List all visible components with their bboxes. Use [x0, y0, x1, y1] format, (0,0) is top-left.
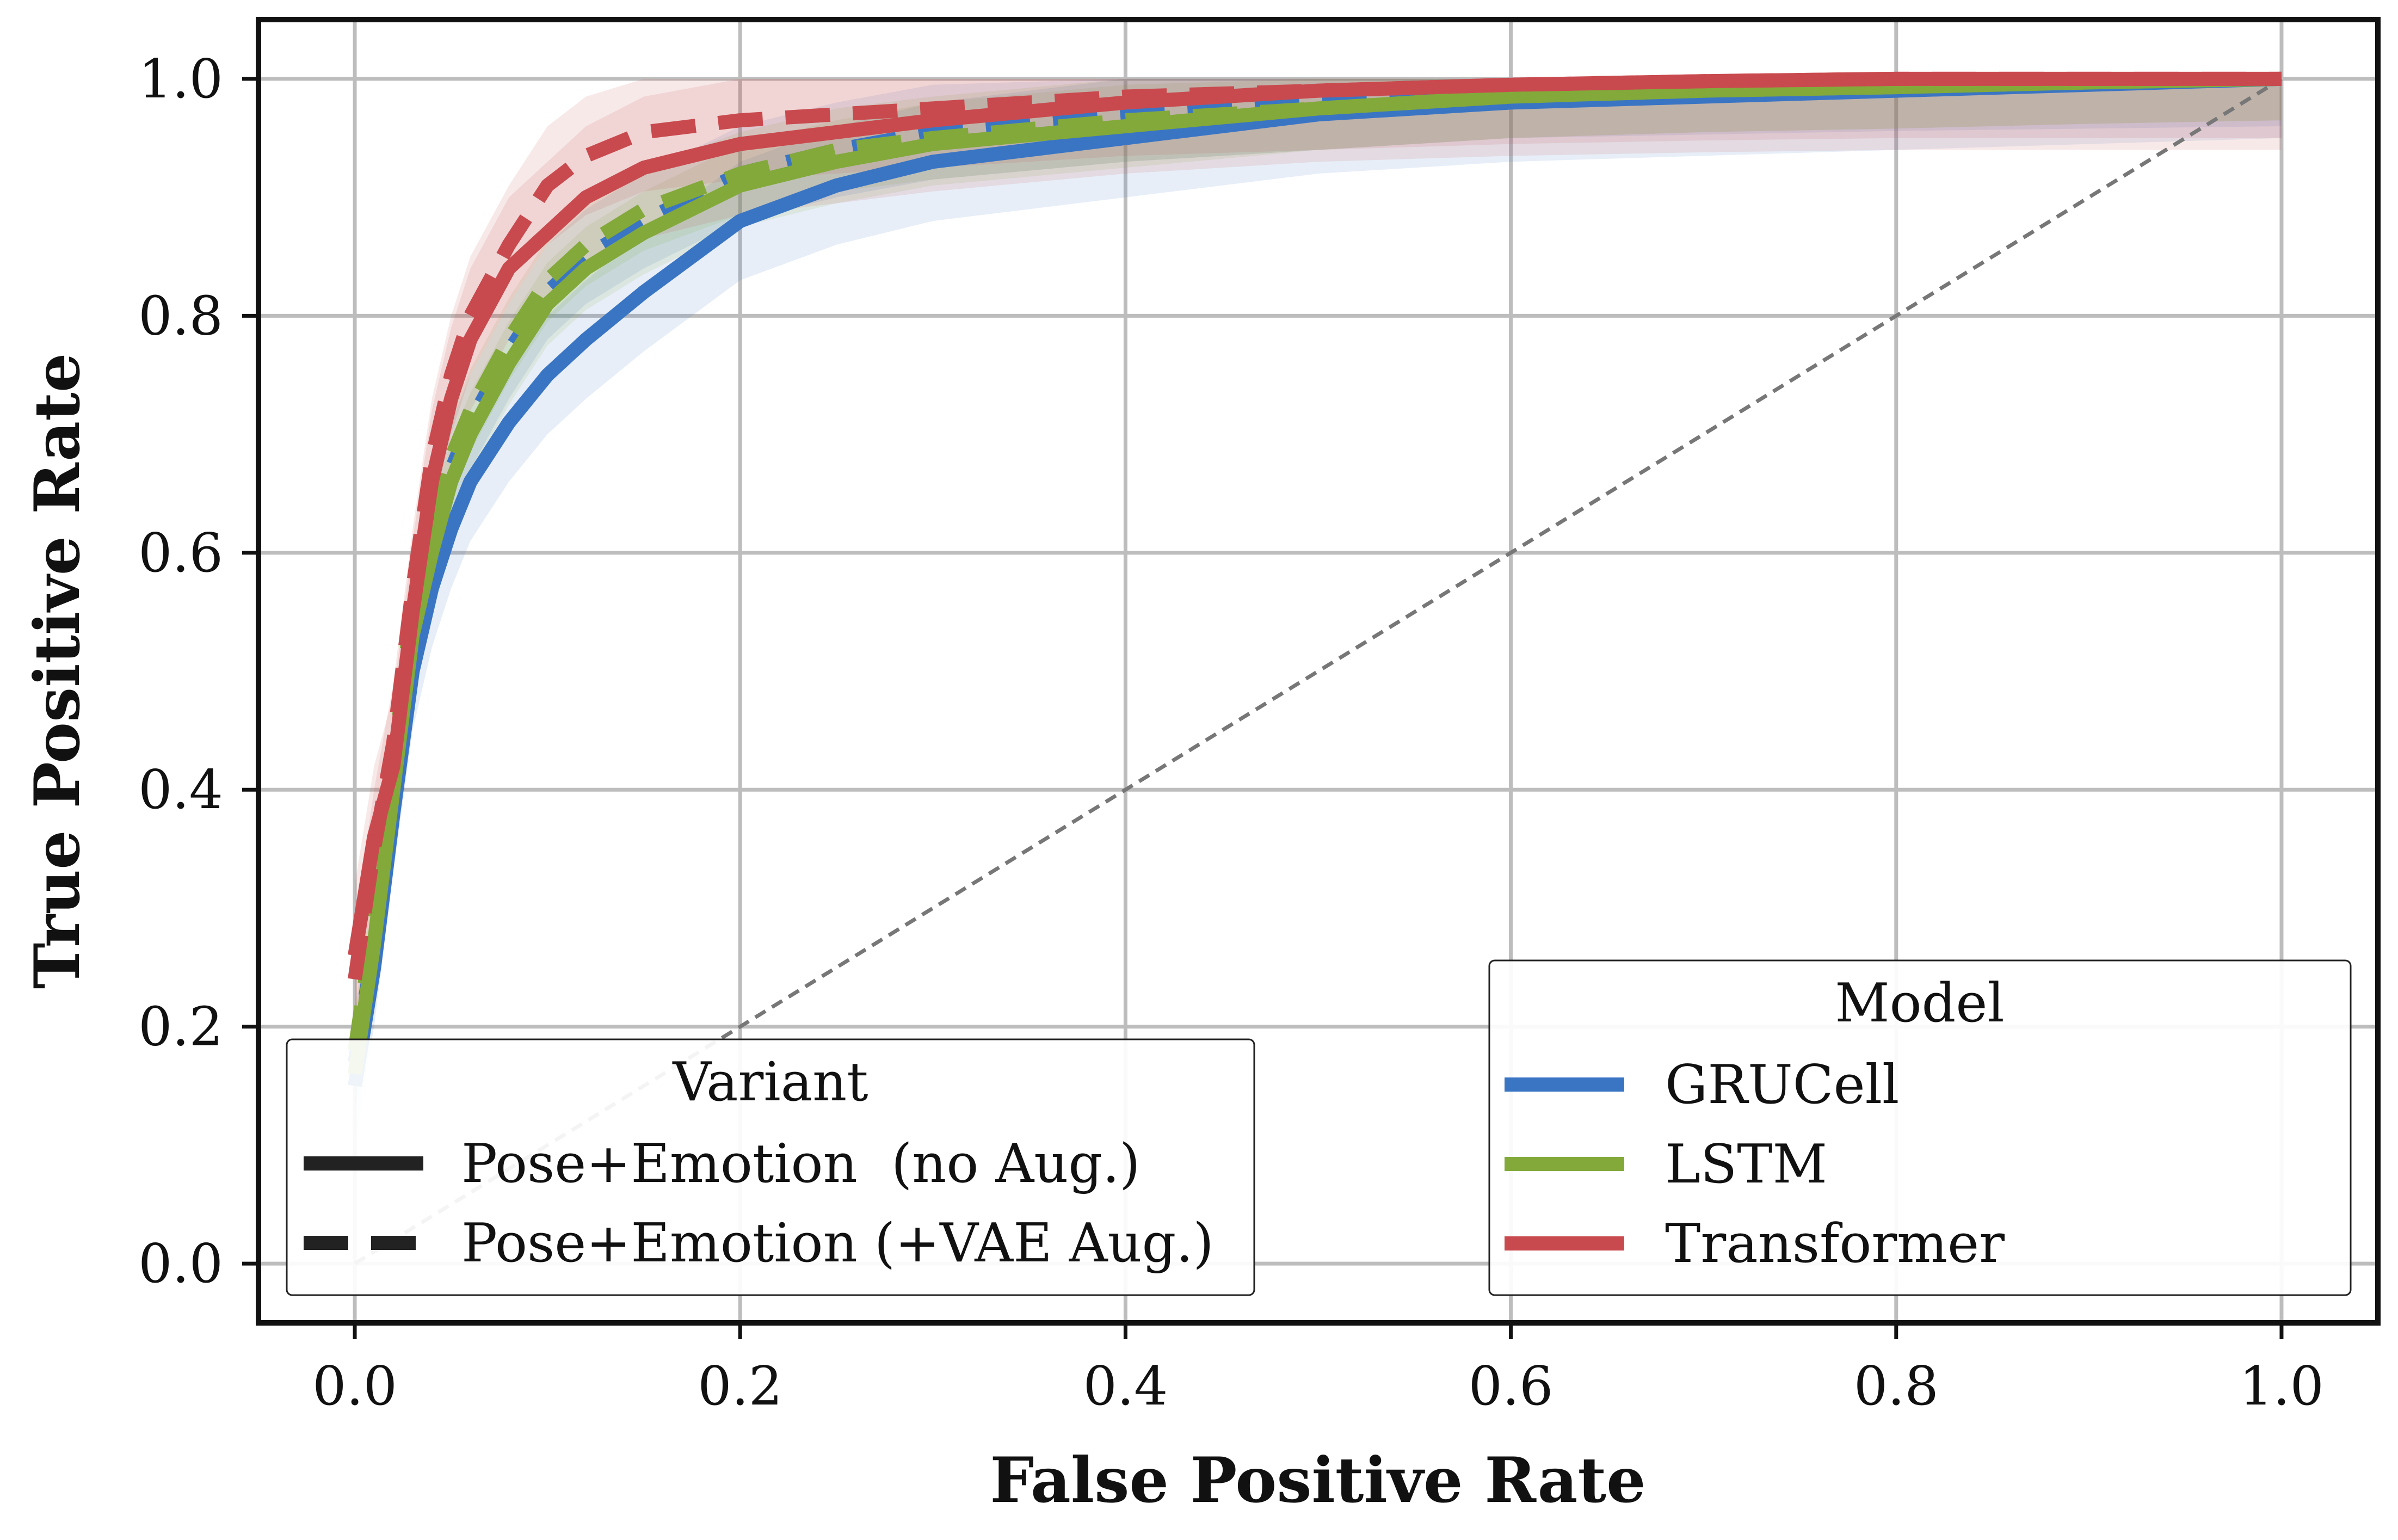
legend-variant: Variant Pose+Emotion (no Aug.) Pose+Emot…: [286, 1038, 1255, 1296]
curve-transformer-dashed: [348, 71, 2282, 981]
y-tick-label: 1.0: [138, 48, 223, 110]
x-axis-title: False Positive Rate: [990, 1444, 1645, 1517]
x-axis-ticks: 0.0 0.2 0.4 0.6 0.8 1.0: [312, 1323, 2324, 1418]
x-tick-label: 0.2: [698, 1356, 782, 1418]
legend-grucell-label: GRUCell: [1665, 1054, 1899, 1116]
y-tick-label: 0.2: [138, 996, 223, 1058]
y-tick-label: 0.6: [138, 522, 223, 584]
x-tick-label: 1.0: [2239, 1356, 2324, 1418]
legend-variant-label-dashed: Pose+Emotion (+VAE Aug.): [461, 1212, 1214, 1274]
legend-model: Model GRUCell LSTM Transformer: [1488, 959, 2352, 1296]
confidence-bands: [355, 78, 2282, 1145]
x-tick-label: 0.4: [1083, 1356, 1168, 1418]
legend-lstm-label: LSTM: [1665, 1134, 1827, 1196]
legend-variant-title: Variant: [672, 1051, 868, 1113]
y-tick-label: 0.4: [138, 759, 223, 821]
y-tick-label: 0.0: [138, 1233, 223, 1295]
y-tick-label: 0.8: [138, 285, 223, 347]
legend-model-box: [1488, 959, 2352, 1296]
legend-variant-box: [286, 1038, 1255, 1296]
legend-variant-label-solid: Pose+Emotion (no Aug.): [461, 1133, 1141, 1195]
band-transformer-dashed: [355, 78, 2282, 1039]
plot-frame: [256, 17, 2381, 1326]
band-transformer-solid: [355, 78, 2282, 1027]
y-axis-title: True Positive Rate: [21, 353, 94, 989]
x-tick-label: 0.6: [1469, 1356, 1554, 1418]
x-tick-label: 0.0: [312, 1356, 397, 1418]
y-axis-ticks: 0.0 0.2 0.4 0.6 0.8 1.0: [138, 48, 258, 1295]
legend-model-title: Model: [1835, 972, 2004, 1034]
roc-curves: [348, 71, 2282, 1087]
x-tick-label: 0.8: [1854, 1356, 1939, 1418]
legend-transformer-label: Transformer: [1665, 1213, 2005, 1275]
